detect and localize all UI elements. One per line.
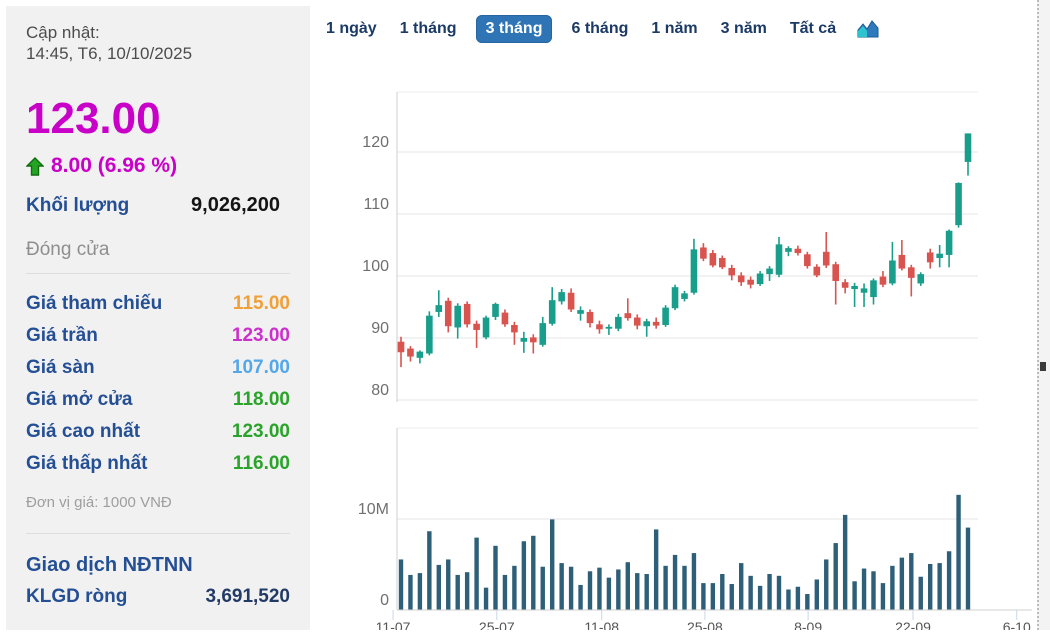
close-label: Đóng cửa — [26, 239, 110, 260]
price-row-label: Giá tham chiếu — [26, 293, 163, 314]
foreign-trading-section-label: Giao dịch NĐTNN — [26, 554, 193, 576]
svg-text:25-07: 25-07 — [479, 619, 515, 630]
updated-label: Cập nhật: — [26, 23, 100, 42]
tab-1-năm[interactable]: 1 năm — [651, 20, 698, 37]
area-chart-icon[interactable] — [857, 20, 879, 38]
tab-3-tháng[interactable]: 3 tháng — [475, 15, 553, 43]
svg-text:80: 80 — [371, 382, 389, 399]
price-row-label: Giá mở cửa — [26, 389, 133, 410]
tab-6-tháng[interactable]: 6 tháng — [571, 20, 629, 37]
net-foreign-volume-label: KLGD ròng — [26, 586, 128, 607]
price-row-label: Giá trần — [26, 325, 98, 346]
price-row-value: 123.00 — [231, 421, 290, 442]
last-price: 123.00 — [26, 94, 161, 143]
price-row: Giá trần 123.00 — [26, 320, 290, 352]
price-row: Giá thấp nhất 116.00 — [26, 448, 290, 480]
window-edge-artifact — [1040, 362, 1046, 371]
svg-text:10M: 10M — [358, 501, 389, 518]
divider — [26, 533, 290, 534]
tab-3-năm[interactable]: 3 năm — [720, 20, 767, 37]
price-change-text: 8.00 (6.96 %) — [51, 154, 178, 177]
svg-text:22-09: 22-09 — [895, 619, 931, 630]
svg-text:11-07: 11-07 — [376, 619, 411, 630]
price-row: Giá cao nhất 123.00 — [26, 416, 290, 448]
period-tabbar: 1 ngày 1 tháng 3 tháng 6 tháng 1 năm 3 năm Tất… — [322, 13, 879, 45]
volume-label: Khối lượng — [26, 195, 130, 216]
net-foreign-volume-row: KLGD ròng 3,691,520 — [26, 586, 290, 608]
price-row-value: 123.00 — [231, 325, 290, 346]
arrow-up-icon — [26, 156, 44, 176]
price-row-value: 116.00 — [232, 453, 290, 474]
window-scrollbar-strip[interactable] — [1037, 0, 1050, 630]
svg-text:0: 0 — [380, 592, 389, 609]
price-unit-note: Đơn vị giá: 1000 VNĐ — [26, 494, 172, 511]
quote-panel: Cập nhật: 14:45, T6, 10/10/2025 123.00 8… — [6, 6, 310, 630]
price-row-label: Giá sàn — [26, 357, 95, 378]
svg-text:120: 120 — [362, 134, 389, 151]
svg-text:6-10: 6-10 — [1003, 619, 1031, 630]
candlestick-volume-chart[interactable]: 120 110 100 90 80 10M 0 11-07 25-07 11-08 25-08 8-0… — [340, 85, 1040, 635]
updated-time: 14:45, T6, 10/10/2025 — [26, 44, 193, 63]
price-row: Giá mở cửa 118.00 — [26, 384, 290, 416]
divider — [26, 273, 290, 274]
price-row: Giá tham chiếu 115.00 — [26, 288, 290, 320]
svg-text:8-09: 8-09 — [794, 619, 822, 630]
price-row: Giá sàn 107.00 — [26, 352, 290, 384]
tab-1-ngày[interactable]: 1 ngày — [326, 20, 377, 37]
svg-text:25-08: 25-08 — [687, 619, 723, 630]
price-row-value: 115.00 — [232, 293, 290, 314]
price-reference-table: Giá tham chiếu 115.00 Giá trần 123.00 Giá sà… — [26, 288, 290, 480]
volume-value: 9,026,200 — [191, 194, 280, 216]
price-change-row: 8.00 (6.96 %) — [26, 154, 290, 178]
svg-text:110: 110 — [363, 196, 389, 213]
volume-row: Khối lượng 9,026,200 — [26, 194, 290, 217]
svg-text:100: 100 — [362, 258, 389, 275]
price-row-label: Giá thấp nhất — [26, 453, 148, 474]
net-foreign-volume-value: 3,691,520 — [205, 586, 290, 607]
price-row-value: 107.00 — [231, 357, 290, 378]
svg-text:90: 90 — [371, 320, 389, 337]
tab-1-tháng[interactable]: 1 tháng — [399, 20, 457, 37]
price-row-label: Giá cao nhất — [26, 421, 141, 442]
svg-text:11-08: 11-08 — [584, 619, 619, 630]
price-row-value: 118.00 — [232, 389, 290, 410]
tab-Tất-cả[interactable]: Tất cả — [789, 20, 837, 37]
